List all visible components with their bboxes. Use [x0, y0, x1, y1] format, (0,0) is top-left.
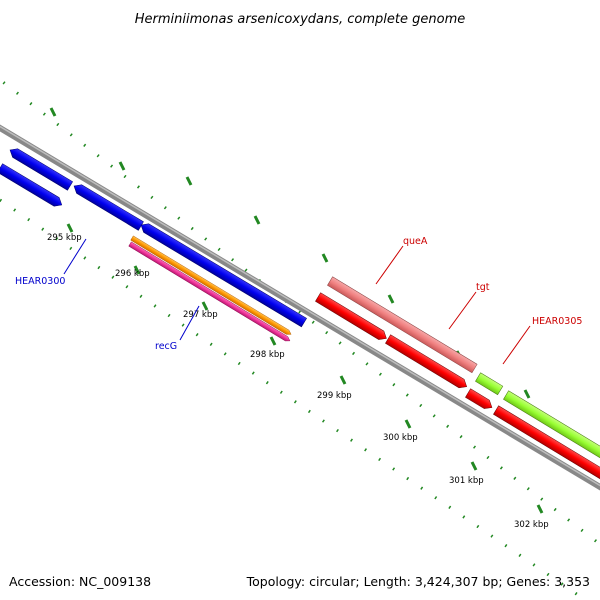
genome-summary-text: Topology: circular; Length: 3,424,307 bp… — [246, 574, 590, 589]
gene-green-small[interactable] — [475, 372, 504, 396]
tick-label: 295 kbp — [47, 233, 82, 243]
hear0300-leader — [63, 238, 87, 275]
tick-label: 302 kbp — [514, 520, 549, 530]
tick-labels: 295 kbp 296 kbp 297 kbp 298 kbp 299 kbp … — [47, 233, 549, 530]
major-tick — [321, 253, 329, 263]
outer-tick-ring — [0, 77, 600, 547]
major-tick — [185, 176, 193, 186]
major-tick — [339, 375, 347, 385]
inner-tick-ring — [0, 198, 589, 600]
gene-recg[interactable] — [128, 241, 292, 343]
map-title: Herminiimonas arsenicoxydans, complete g… — [135, 12, 465, 27]
gene-tgt[interactable] — [385, 334, 469, 391]
hear0305-leader — [502, 325, 531, 365]
accession-text: Accession: NC_009138 — [9, 574, 151, 589]
genome-backbone — [0, 124, 600, 491]
recg-leader — [179, 305, 200, 341]
gene-red-left[interactable] — [315, 292, 389, 343]
major-tick — [49, 107, 57, 117]
label-hear0300[interactable]: HEAR0300 — [15, 276, 65, 287]
tick-label: 297 kbp — [183, 310, 218, 320]
tgt-leader — [448, 291, 477, 330]
major-tick — [66, 223, 74, 233]
gene-quea[interactable] — [327, 276, 478, 374]
gene-blue-top-left[interactable] — [7, 146, 73, 191]
gene-hear0305[interactable] — [503, 390, 600, 462]
major-tick — [201, 301, 209, 311]
tick-label: 296 kbp — [115, 269, 150, 279]
label-hear0305[interactable]: HEAR0305 — [532, 316, 582, 327]
gene-red-long[interactable] — [493, 405, 600, 482]
label-tgt[interactable]: tgt — [476, 282, 490, 293]
major-tick — [470, 461, 478, 471]
gene-blue-long[interactable] — [138, 221, 307, 328]
gene-recg-orange[interactable] — [130, 235, 293, 337]
major-tick — [404, 419, 412, 429]
tick-label: 300 kbp — [383, 433, 418, 443]
tick-label: 301 kbp — [449, 476, 484, 486]
label-quea[interactable]: queA — [403, 236, 428, 247]
label-recg[interactable]: recG — [155, 341, 177, 352]
major-tick — [269, 336, 277, 346]
gene-blue-left-lower[interactable] — [0, 163, 64, 210]
major-tick — [536, 504, 544, 514]
major-tick — [118, 161, 126, 171]
quea-leader — [375, 245, 404, 285]
major-tick — [133, 265, 141, 275]
major-tick — [523, 389, 531, 399]
tick-label: 299 kbp — [317, 391, 352, 401]
gene-red-small[interactable] — [465, 388, 494, 412]
major-tick — [387, 294, 395, 304]
gene-blue-middle[interactable] — [71, 182, 144, 231]
tick-label: 298 kbp — [250, 350, 285, 360]
major-tick — [253, 215, 261, 225]
